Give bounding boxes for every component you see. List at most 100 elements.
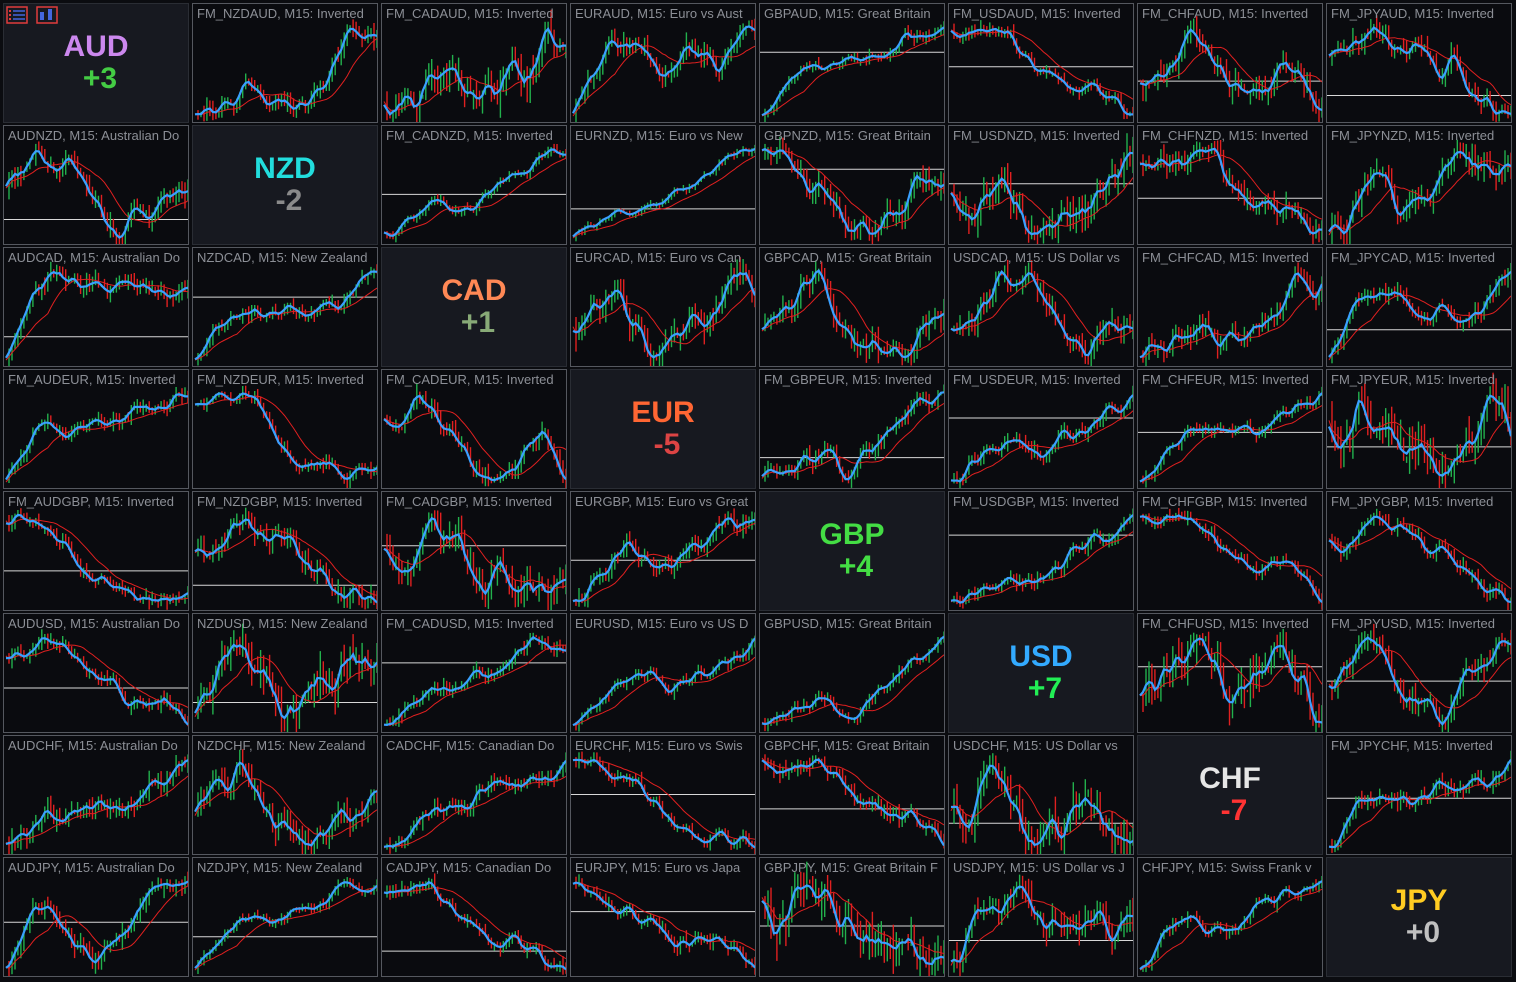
chart-panel[interactable]: FM_CADGBP, M15: Inverted <box>381 491 567 611</box>
chart-title: NZDUSD, M15: New Zealand <box>197 616 368 631</box>
chart-panel[interactable]: FM_CHFAUD, M15: Inverted <box>1137 3 1323 123</box>
chart-panel[interactable]: FM_JPYNZD, M15: Inverted <box>1326 125 1512 245</box>
moving-average-line <box>194 886 377 971</box>
chart-panel[interactable]: EURUSD, M15: Euro vs US D <box>570 613 756 733</box>
chart-panel[interactable]: EURNZD, M15: Euro vs New <box>570 125 756 245</box>
moving-average-line <box>194 778 377 837</box>
currency-code: GBP <box>819 518 885 551</box>
price-chart <box>949 20 1133 120</box>
currency-strength-aud: AUD +3 <box>3 3 189 123</box>
price-chart <box>950 259 1133 366</box>
chart-panel[interactable]: USDCHF, M15: US Dollar vs <box>948 735 1134 855</box>
chart-panel[interactable]: FM_NZDEUR, M15: Inverted <box>192 369 378 489</box>
price-chart <box>193 264 377 366</box>
chart-title: FM_NZDGBP, M15: Inverted <box>197 494 363 509</box>
chart-panel[interactable]: FM_CADEUR, M15: Inverted <box>381 369 567 489</box>
price-line <box>572 271 755 359</box>
chart-panel[interactable]: FM_CHFNZD, M15: Inverted <box>1137 125 1323 245</box>
chart-panel[interactable]: FM_AUDEUR, M15: Inverted <box>3 369 189 489</box>
chart-panel[interactable]: FM_USDGBP, M15: Inverted <box>948 491 1134 611</box>
chart-panel[interactable]: GBPNZD, M15: Great Britain <box>759 125 945 245</box>
moving-average-line <box>194 395 377 473</box>
chart-title: FM_AUDGBP, M15: Inverted <box>8 494 174 509</box>
chart-panel[interactable]: EURJPY, M15: Euro vs Japa <box>570 857 756 977</box>
chart-title: AUDCHF, M15: Australian Do <box>8 738 178 753</box>
chart-panel[interactable]: FM_CHFGBP, M15: Inverted <box>1137 491 1323 611</box>
chart-panel[interactable]: FM_NZDGBP, M15: Inverted <box>192 491 378 611</box>
chart-panel[interactable]: EURAUD, M15: Euro vs Aust <box>570 3 756 123</box>
moving-average-line <box>950 410 1133 482</box>
chart-panel[interactable]: FM_USDEUR, M15: Inverted <box>948 369 1134 489</box>
list-view-icon[interactable] <box>6 6 28 24</box>
chart-panel[interactable]: USDJPY, M15: US Dollar vs J <box>948 857 1134 977</box>
chart-panel[interactable]: FM_USDNZD, M15: Inverted <box>948 125 1134 245</box>
chart-panel[interactable]: FM_NZDAUD, M15: Inverted <box>192 3 378 123</box>
price-line <box>1328 150 1511 235</box>
chart-title: AUDNZD, M15: Australian Do <box>8 128 180 143</box>
chart-panel[interactable]: FM_AUDGBP, M15: Inverted <box>3 491 189 611</box>
chart-panel[interactable]: GBPUSD, M15: Great Britain <box>759 613 945 733</box>
chart-panel[interactable]: FM_JPYAUD, M15: Inverted <box>1326 3 1512 123</box>
chart-panel[interactable]: NZDCHF, M15: New Zealand <box>192 735 378 855</box>
chart-title: GBPCHF, M15: Great Britain <box>764 738 930 753</box>
chart-panel[interactable]: AUDCAD, M15: Australian Do <box>3 247 189 367</box>
currency-code: USD <box>1009 640 1073 673</box>
chart-title: FM_CHFNZD, M15: Inverted <box>1142 128 1309 143</box>
price-chart <box>1327 750 1511 853</box>
chart-panel[interactable]: GBPJPY, M15: Great Britain F <box>759 857 945 977</box>
chart-panel[interactable]: GBPCAD, M15: Great Britain <box>759 247 945 367</box>
chart-title: FM_CADEUR, M15: Inverted <box>386 372 554 387</box>
chart-settings-icon[interactable] <box>36 6 58 24</box>
price-line <box>761 758 944 847</box>
price-line <box>1328 636 1511 726</box>
chart-panel[interactable]: AUDUSD, M15: Australian Do <box>3 613 189 733</box>
price-line <box>1328 515 1511 604</box>
chart-panel[interactable]: FM_CADNZD, M15: Inverted <box>381 125 567 245</box>
currency-code: NZD <box>254 152 316 185</box>
chart-panel[interactable]: EURGBP, M15: Euro vs Great <box>570 491 756 611</box>
chart-panel[interactable]: CADJPY, M15: Canadian Do <box>381 857 567 977</box>
chart-panel[interactable]: GBPCHF, M15: Great Britain <box>759 735 945 855</box>
moving-average-line <box>1139 288 1322 359</box>
price-chart <box>1328 508 1511 610</box>
chart-panel[interactable]: FM_USDAUD, M15: Inverted <box>948 3 1134 123</box>
chart-panel[interactable]: EURCAD, M15: Euro vs Can <box>570 247 756 367</box>
price-line <box>572 147 755 238</box>
chart-panel[interactable]: NZDCAD, M15: New Zealand <box>192 247 378 367</box>
moving-average-line <box>950 784 1133 836</box>
chart-panel[interactable]: AUDCHF, M15: Australian Do <box>3 735 189 855</box>
chart-panel[interactable]: NZDUSD, M15: New Zealand <box>192 613 378 733</box>
price-chart <box>572 18 755 122</box>
chart-panel[interactable]: EURCHF, M15: Euro vs Swis <box>570 735 756 855</box>
price-line <box>572 758 755 849</box>
price-chart <box>1327 15 1511 122</box>
chart-title: EURNZD, M15: Euro vs New <box>575 128 743 143</box>
moving-average-line <box>1328 776 1511 848</box>
chart-panel[interactable]: FM_CHFCAD, M15: Inverted <box>1137 247 1323 367</box>
chart-panel[interactable]: FM_CADAUD, M15: Inverted <box>381 3 567 123</box>
chart-panel[interactable]: AUDNZD, M15: Australian Do <box>3 125 189 245</box>
chart-panel[interactable]: NZDJPY, M15: New Zealand <box>192 857 378 977</box>
chart-panel[interactable]: FM_CHFEUR, M15: Inverted <box>1137 369 1323 489</box>
chart-panel[interactable]: CADCHF, M15: Canadian Do <box>381 735 567 855</box>
chart-panel[interactable]: FM_JPYEUR, M15: Inverted <box>1326 369 1512 489</box>
price-line <box>761 391 944 481</box>
chart-panel[interactable]: FM_JPYUSD, M15: Inverted <box>1326 613 1512 733</box>
moving-average-line <box>950 177 1133 227</box>
chart-panel[interactable]: USDCAD, M15: US Dollar vs <box>948 247 1134 367</box>
currency-strength-cad: CAD +1 <box>381 247 567 367</box>
price-line <box>383 516 566 596</box>
chart-panel[interactable]: GBPAUD, M15: Great Britain <box>759 3 945 123</box>
chart-panel[interactable]: FM_JPYCHF, M15: Inverted <box>1326 735 1512 855</box>
price-chart <box>949 508 1133 609</box>
chart-panel[interactable]: AUDJPY, M15: Australian Do <box>3 857 189 977</box>
price-chart <box>383 383 566 488</box>
chart-panel[interactable]: CHFJPY, M15: Swiss Frank v <box>1137 857 1323 977</box>
chart-panel[interactable]: FM_CHFUSD, M15: Inverted <box>1137 613 1323 733</box>
chart-panel[interactable]: FM_CADUSD, M15: Inverted <box>381 613 567 733</box>
chart-panel[interactable]: FM_JPYCAD, M15: Inverted <box>1326 247 1512 367</box>
price-chart <box>1138 140 1322 244</box>
chart-panel[interactable]: FM_JPYGBP, M15: Inverted <box>1326 491 1512 611</box>
price-line <box>5 270 188 359</box>
chart-panel[interactable]: FM_GBPEUR, M15: Inverted <box>759 369 945 489</box>
